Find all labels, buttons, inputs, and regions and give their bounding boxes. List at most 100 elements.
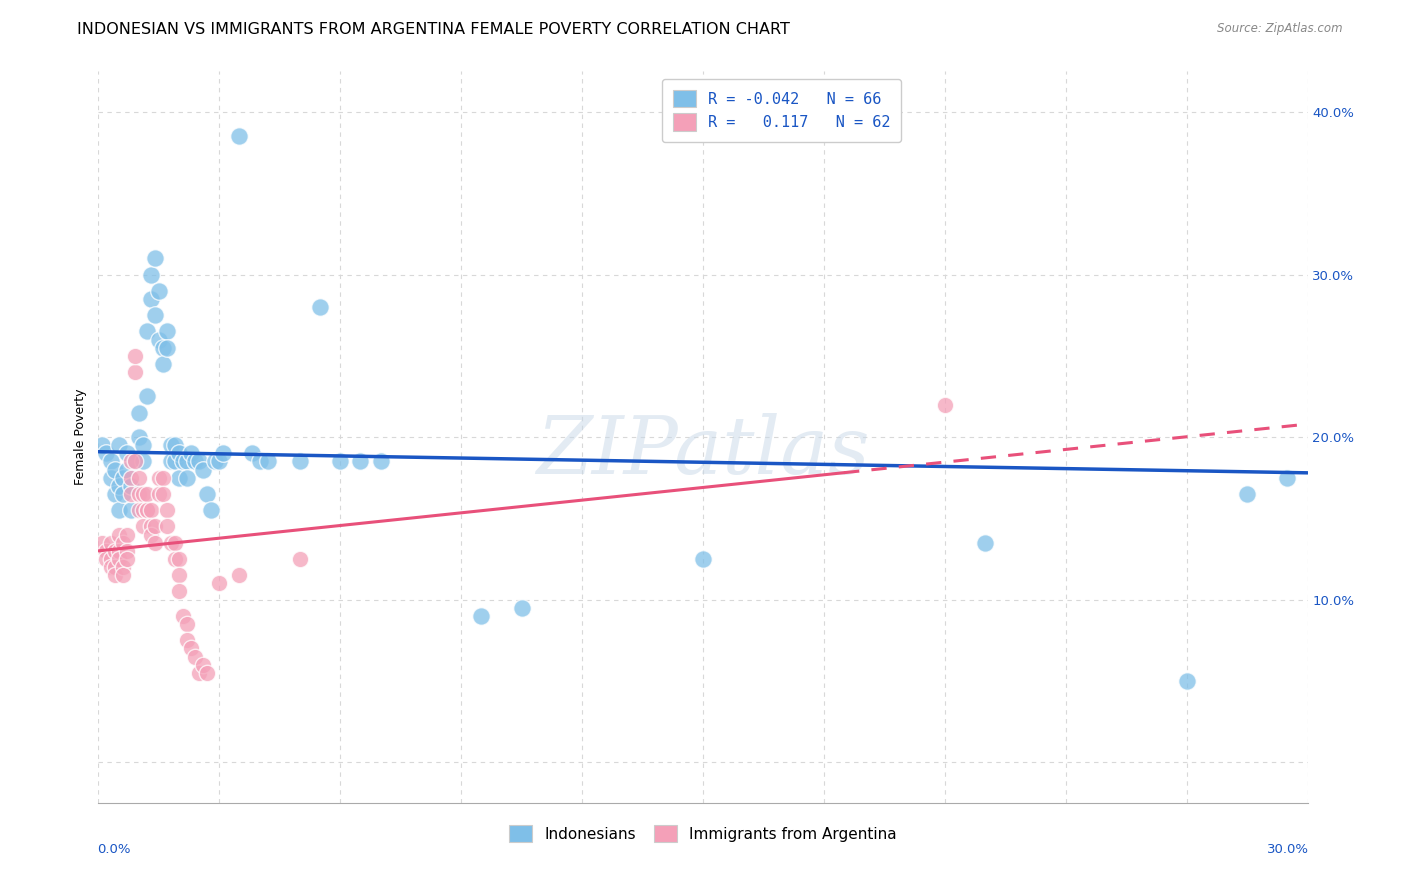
Point xyxy=(288,552,311,566)
Point xyxy=(103,544,125,558)
Point xyxy=(163,454,186,468)
Point xyxy=(692,552,714,566)
Point xyxy=(135,503,157,517)
Point xyxy=(934,398,956,412)
Point xyxy=(103,560,125,574)
Point xyxy=(195,665,218,680)
Point xyxy=(139,268,162,282)
Point xyxy=(143,535,166,549)
Point xyxy=(120,454,142,468)
Point xyxy=(100,454,122,468)
Point xyxy=(100,560,122,574)
Point xyxy=(180,641,202,656)
Point xyxy=(249,454,271,468)
Point xyxy=(180,446,202,460)
Point xyxy=(107,544,129,558)
Point xyxy=(139,503,162,517)
Point xyxy=(128,430,150,444)
Point xyxy=(111,471,134,485)
Point xyxy=(167,584,190,599)
Point xyxy=(470,608,492,623)
Point xyxy=(152,471,174,485)
Point xyxy=(163,438,186,452)
Point xyxy=(208,576,231,591)
Point xyxy=(193,657,215,672)
Point xyxy=(156,519,179,533)
Point xyxy=(156,503,179,517)
Point xyxy=(107,527,129,541)
Point xyxy=(128,503,150,517)
Point xyxy=(176,617,198,632)
Text: INDONESIAN VS IMMIGRANTS FROM ARGENTINA FEMALE POVERTY CORRELATION CHART: INDONESIAN VS IMMIGRANTS FROM ARGENTINA … xyxy=(77,22,790,37)
Point xyxy=(111,560,134,574)
Point xyxy=(132,487,155,501)
Point xyxy=(107,552,129,566)
Point xyxy=(184,649,207,664)
Point xyxy=(135,389,157,403)
Point xyxy=(1175,673,1198,688)
Point xyxy=(100,471,122,485)
Point xyxy=(139,527,162,541)
Point xyxy=(124,349,146,363)
Point xyxy=(124,454,146,468)
Point xyxy=(100,535,122,549)
Point xyxy=(143,252,166,266)
Point xyxy=(195,487,218,501)
Point xyxy=(167,471,190,485)
Point xyxy=(152,487,174,501)
Point xyxy=(128,471,150,485)
Point xyxy=(228,129,250,144)
Point xyxy=(128,406,150,420)
Point xyxy=(120,471,142,485)
Point xyxy=(167,446,190,460)
Point xyxy=(91,438,114,452)
Point xyxy=(143,308,166,322)
Point xyxy=(124,454,146,468)
Point xyxy=(200,503,222,517)
Point xyxy=(370,454,392,468)
Point xyxy=(111,568,134,582)
Point xyxy=(111,535,134,549)
Point xyxy=(96,544,118,558)
Point xyxy=(152,357,174,371)
Point xyxy=(208,454,231,468)
Point xyxy=(160,535,183,549)
Point xyxy=(91,535,114,549)
Point xyxy=(184,454,207,468)
Point xyxy=(172,454,194,468)
Point xyxy=(139,292,162,306)
Point xyxy=(1236,487,1258,501)
Text: Source: ZipAtlas.com: Source: ZipAtlas.com xyxy=(1218,22,1343,36)
Point xyxy=(107,438,129,452)
Point xyxy=(103,462,125,476)
Point xyxy=(135,325,157,339)
Point xyxy=(115,544,138,558)
Point xyxy=(163,535,186,549)
Point xyxy=(128,487,150,501)
Point xyxy=(103,568,125,582)
Point xyxy=(193,462,215,476)
Point xyxy=(167,568,190,582)
Point xyxy=(176,454,198,468)
Point xyxy=(974,535,997,549)
Point xyxy=(135,503,157,517)
Point xyxy=(163,552,186,566)
Text: ZIPatlas: ZIPatlas xyxy=(536,413,870,491)
Point xyxy=(115,527,138,541)
Point xyxy=(111,487,134,501)
Point xyxy=(212,446,235,460)
Point xyxy=(188,665,211,680)
Legend: Indonesians, Immigrants from Argentina: Indonesians, Immigrants from Argentina xyxy=(502,817,904,850)
Point xyxy=(107,479,129,493)
Point xyxy=(329,454,352,468)
Point xyxy=(510,600,533,615)
Point xyxy=(96,446,118,460)
Point xyxy=(120,479,142,493)
Point xyxy=(167,552,190,566)
Point xyxy=(115,446,138,460)
Point xyxy=(135,487,157,501)
Point xyxy=(256,454,278,468)
Point xyxy=(349,454,371,468)
Point xyxy=(120,487,142,501)
Point xyxy=(132,503,155,517)
